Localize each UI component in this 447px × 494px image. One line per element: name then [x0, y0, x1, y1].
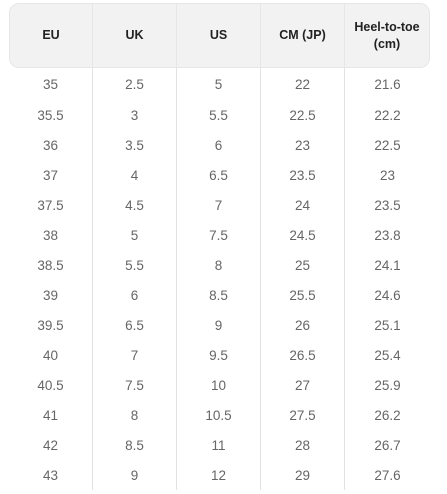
table-row: 40 7 9.5 26.5 25.4	[9, 340, 430, 370]
cell-uk: 7.5	[93, 370, 177, 400]
cell-cm-jp: 24	[261, 190, 345, 220]
cell-uk: 8.5	[93, 430, 177, 460]
header-row: EU UK US CM (JP) Heel-to-toe (cm)	[9, 3, 430, 68]
cell-eu: 38	[9, 220, 93, 250]
cell-us: 7	[177, 190, 261, 220]
cell-us: 9.5	[177, 340, 261, 370]
table-row: 35 2.5 5 22 21.6	[9, 68, 430, 100]
table-row: 37.5 4.5 7 24 23.5	[9, 190, 430, 220]
cell-cm-jp: 25.5	[261, 280, 345, 310]
header-us: US	[177, 3, 261, 68]
cell-heel-to-toe: 22.5	[374, 137, 401, 153]
header-cm-jp: CM (JP)	[261, 3, 345, 68]
size-conversion-table: EU UK US CM (JP) Heel-to-toe (cm) 35 2.5 5…	[9, 3, 430, 490]
table-row: 39.5 6.5 9 26 25.1	[9, 310, 430, 340]
cell-uk: 5.5	[93, 250, 177, 280]
cell-cm-jp: 26	[261, 310, 345, 340]
cell-cm-jp: 23	[261, 130, 345, 160]
cell-cm-jp: 22.5	[261, 100, 345, 130]
cell-heel-to-toe: 22.2	[374, 107, 401, 123]
cell-us: 7.5	[177, 220, 261, 250]
table-row: 42 8.5 11 28 26.7	[9, 430, 430, 460]
table-row: 39 6 8.5 25.5 24.6	[9, 280, 430, 310]
table-header: EU UK US CM (JP) Heel-to-toe (cm)	[9, 3, 430, 68]
cell-us: 10.5	[177, 400, 261, 430]
cell-eu: 40	[9, 340, 93, 370]
cell-us: 12	[177, 460, 261, 490]
table-row: 36 3.5 6 23 22.5	[9, 130, 430, 160]
cell-uk: 3.5	[93, 130, 177, 160]
cell-heel-to-toe: 23.8	[374, 227, 401, 243]
cell-eu: 40.5	[9, 370, 93, 400]
cell-heel-to-toe: 23	[379, 167, 396, 183]
cell-uk: 3	[93, 100, 177, 130]
cell-us: 6	[177, 130, 261, 160]
cell-uk: 9	[93, 460, 177, 490]
cell-us: 9	[177, 310, 261, 340]
cell-eu: 35	[9, 68, 93, 100]
header-heel-to-toe: Heel-to-toe (cm)	[345, 3, 430, 68]
cell-us: 6.5	[177, 160, 261, 190]
table-row: 37 4 6.5 23.5 23	[9, 160, 430, 190]
cell-us: 5	[177, 68, 261, 100]
cell-eu: 41	[9, 400, 93, 430]
cell-eu: 35.5	[9, 100, 93, 130]
cell-heel-to-toe: 23.5	[374, 197, 401, 213]
table-row: 38 5 7.5 24.5 23.8	[9, 220, 430, 250]
cell-us: 8	[177, 250, 261, 280]
cell-cm-jp: 28	[261, 430, 345, 460]
cell-uk: 2.5	[93, 68, 177, 100]
cell-cm-jp: 29	[261, 460, 345, 490]
table-row: 38.5 5.5 8 25 24.1	[9, 250, 430, 280]
cell-uk: 4	[93, 160, 177, 190]
cell-us: 11	[177, 430, 261, 460]
cell-eu: 36	[9, 130, 93, 160]
cell-heel-to-toe: 25.4	[374, 347, 401, 363]
cell-heel-to-toe: 25.1	[374, 317, 401, 333]
table-row: 43 9 12 29 27.6	[9, 460, 430, 490]
header-uk: UK	[93, 3, 177, 68]
cell-eu: 42	[9, 430, 93, 460]
cell-eu: 39.5	[9, 310, 93, 340]
cell-cm-jp: 25	[261, 250, 345, 280]
cell-cm-jp: 26.5	[261, 340, 345, 370]
cell-eu: 37	[9, 160, 93, 190]
cell-heel-to-toe: 21.6	[374, 76, 401, 92]
cell-uk: 6	[93, 280, 177, 310]
cell-us: 8.5	[177, 280, 261, 310]
table-body: 35 2.5 5 22 21.6 35.5 3 5.5 22.5 22.2 36 3.5 6 23 22.5…	[9, 68, 430, 490]
cell-cm-jp: 23.5	[261, 160, 345, 190]
cell-heel-to-toe: 27.6	[374, 467, 401, 483]
cell-heel-to-toe: 26.2	[374, 407, 401, 423]
table-row: 40.5 7.5 10 27 25.9	[9, 370, 430, 400]
table-row: 41 8 10.5 27.5 26.2	[9, 400, 430, 430]
cell-uk: 6.5	[93, 310, 177, 340]
cell-uk: 7	[93, 340, 177, 370]
cell-heel-to-toe: 26.7	[374, 437, 401, 453]
cell-us: 5.5	[177, 100, 261, 130]
cell-cm-jp: 27	[261, 370, 345, 400]
table-row: 35.5 3 5.5 22.5 22.2	[9, 100, 430, 130]
cell-heel-to-toe: 24.1	[374, 257, 401, 273]
cell-heel-to-toe: 24.6	[374, 287, 401, 303]
cell-eu: 38.5	[9, 250, 93, 280]
header-eu: EU	[9, 3, 93, 68]
cell-eu: 43	[9, 460, 93, 490]
cell-cm-jp: 22	[261, 68, 345, 100]
cell-eu: 37.5	[9, 190, 93, 220]
cell-uk: 5	[93, 220, 177, 250]
cell-cm-jp: 27.5	[261, 400, 345, 430]
cell-eu: 39	[9, 280, 93, 310]
cell-uk: 8	[93, 400, 177, 430]
cell-us: 10	[177, 370, 261, 400]
cell-cm-jp: 24.5	[261, 220, 345, 250]
cell-uk: 4.5	[93, 190, 177, 220]
cell-heel-to-toe: 25.9	[374, 377, 401, 393]
